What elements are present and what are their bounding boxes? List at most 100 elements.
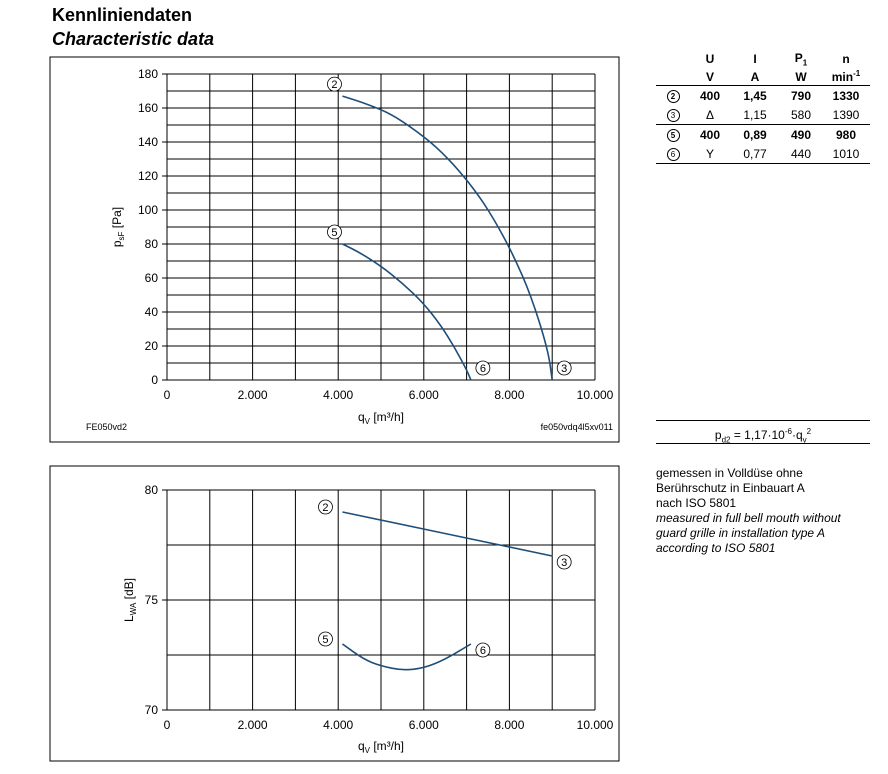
series-line-5 xyxy=(342,243,472,381)
curve-start-label: 2 xyxy=(322,502,328,514)
y-tick-label: 180 xyxy=(138,67,158,81)
y-tick-label: 75 xyxy=(145,593,159,607)
pressure-formula: pd2 = 1,17·10-6·qv2 xyxy=(656,420,870,444)
y-tick-label: 70 xyxy=(145,703,159,717)
chart1-footer-right: fe050vdq4l5xv011 xyxy=(541,422,613,432)
chart1-footer-left: FE050vd2 xyxy=(86,422,127,432)
x-tick-label: 8.000 xyxy=(494,718,524,732)
y-tick-label: 100 xyxy=(138,203,158,217)
header-n: n xyxy=(842,52,850,67)
cell-p: 580 xyxy=(780,105,822,126)
chart2-frame xyxy=(49,465,620,762)
note-en-line: guard grille in installation type A xyxy=(656,526,825,540)
y-tick-label: 0 xyxy=(151,373,158,387)
curve-start-label: 5 xyxy=(322,634,328,646)
y-tick-label: 80 xyxy=(145,237,159,251)
curve-start-label: 2 xyxy=(331,79,337,91)
curve-end-label: 3 xyxy=(561,363,567,375)
y-tick-label: 20 xyxy=(145,339,159,353)
table-row: 6 Y 0,77 440 1010 xyxy=(656,144,870,165)
curve-start-marker xyxy=(327,76,342,92)
chart2-x-axis-label: qV [m³/h] xyxy=(358,739,404,755)
x-tick-label: 2.000 xyxy=(238,388,268,402)
cell-n: 1330 xyxy=(832,88,860,103)
cell-i: 0,77 xyxy=(730,144,780,165)
y-tick-label: 60 xyxy=(145,271,159,285)
y-tick-label: 120 xyxy=(138,169,158,183)
title-german: Kennliniendaten xyxy=(52,5,193,25)
y-tick-label: 140 xyxy=(138,135,158,149)
chart1-lines: 2 5 3 6 xyxy=(327,76,572,381)
table-row: 3 Δ 1,15 580 1390 xyxy=(656,105,870,126)
cell-p: 440 xyxy=(780,144,822,165)
cell-u: Y xyxy=(690,144,730,165)
curve-end-label: 3 xyxy=(561,557,567,569)
curve-start-label: 5 xyxy=(331,227,337,239)
cell-p: 490 xyxy=(790,127,812,142)
y-tick-label: 40 xyxy=(145,305,159,319)
curve-start-marker xyxy=(318,499,333,515)
y-tick-label: 80 xyxy=(145,483,159,497)
table-row: 2 400 1,45 790 1330 xyxy=(656,86,870,106)
header-p: P1 xyxy=(794,51,808,68)
chart2-y-axis-label: LWA [dB] xyxy=(122,578,138,622)
x-tick-label: 4.000 xyxy=(323,388,353,402)
motor-data-table: U I P1 n V A W min-1 2 400 1,45 790 1330… xyxy=(656,50,870,165)
cell-i: 1,45 xyxy=(743,88,767,103)
curve-marker: 3 xyxy=(666,109,680,123)
x-tick-label: 0 xyxy=(164,388,171,402)
chart2-ticks: 0 2.000 4.000 6.000 8.000 10.000 70 75 80 xyxy=(145,483,614,732)
measurement-note: gemessen in Volldüse ohne Berührschutz i… xyxy=(656,466,876,556)
curve-end-marker xyxy=(556,360,572,376)
cell-u: 400 xyxy=(699,88,721,103)
unit-n: min-1 xyxy=(822,68,870,87)
note-de-line: gemessen in Volldüse ohne xyxy=(656,466,803,480)
series-line-2 xyxy=(342,511,553,557)
chart1-y-axis-label: psF [Pa] xyxy=(110,207,126,247)
chart1-ticks: 0 2.000 4.000 6.000 8.000 10.000 0 20 40 60 80 100 1… xyxy=(138,67,614,402)
x-tick-label: 4.000 xyxy=(323,718,353,732)
x-tick-label: 6.000 xyxy=(409,718,439,732)
chart1-grid xyxy=(166,73,596,381)
note-de-line: Berührschutz in Einbauart A xyxy=(656,481,805,495)
chart1-x-axis-label: qV [m³/h] xyxy=(358,410,404,426)
title-english: Characteristic data xyxy=(52,29,215,49)
series-line-5 xyxy=(342,643,472,671)
cell-p: 790 xyxy=(790,88,812,103)
y-tick-label: 160 xyxy=(138,101,158,115)
x-tick-label: 8.000 xyxy=(494,388,524,402)
x-tick-label: 0 xyxy=(164,718,171,732)
x-tick-label: 6.000 xyxy=(409,388,439,402)
header-u: U xyxy=(705,52,715,67)
cell-n: 1390 xyxy=(822,105,870,126)
cell-u: Δ xyxy=(690,105,730,126)
header-i: I xyxy=(753,52,757,67)
curve-end-marker xyxy=(475,360,491,376)
unit-u: V xyxy=(690,68,730,87)
curve-end-label: 6 xyxy=(480,363,486,375)
curve-marker: 2 xyxy=(666,90,680,104)
curve-start-marker xyxy=(318,631,333,647)
cell-i: 0,89 xyxy=(743,127,767,142)
cell-n: 980 xyxy=(835,127,857,142)
x-tick-label: 2.000 xyxy=(238,718,268,732)
cell-n: 1010 xyxy=(822,144,870,165)
chart1-frame xyxy=(49,56,620,443)
note-de-line: nach ISO 5801 xyxy=(656,496,737,510)
series-line-2 xyxy=(342,95,553,381)
table-row: 5 400 0,89 490 980 xyxy=(656,125,870,145)
curve-start-marker xyxy=(327,224,342,240)
x-tick-label: 10.000 xyxy=(577,388,614,402)
cell-i: 1,15 xyxy=(730,105,780,126)
unit-i: A xyxy=(730,68,780,87)
cell-u: 400 xyxy=(699,127,721,142)
chart2-lines: 2 5 3 6 xyxy=(318,499,572,671)
note-en-line: according to ISO 5801 xyxy=(656,541,776,555)
chart2-grid xyxy=(166,489,596,711)
curve-marker: 5 xyxy=(666,129,680,143)
note-en-line: measured in full bell mouth without xyxy=(656,511,841,525)
curve-marker: 6 xyxy=(666,148,680,162)
curve-end-marker xyxy=(556,554,572,570)
x-tick-label: 10.000 xyxy=(577,718,614,732)
